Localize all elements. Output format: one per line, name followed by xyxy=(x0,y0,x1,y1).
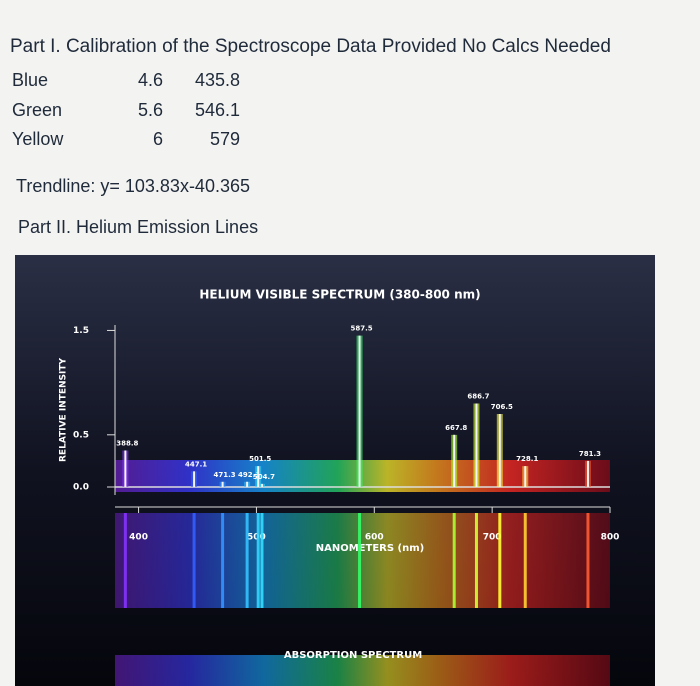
peak-label: 492.1 xyxy=(238,471,260,479)
peak-label: 501.5 xyxy=(249,455,271,463)
cell: 5.6 xyxy=(137,100,163,120)
y-tick-label: 1.5 xyxy=(73,326,89,336)
cell: Yellow xyxy=(12,129,64,149)
spectrum-figure: HELIUM VISIBLE SPECTRUM (380-800 nm) REL… xyxy=(15,255,655,686)
peak-label: 504.7 xyxy=(253,473,275,481)
bottom-label: ABSORPTION SPECTRUM xyxy=(284,650,422,661)
peak-label: 471.3 xyxy=(214,471,236,479)
absorption-band xyxy=(115,513,610,608)
peak-label: 686.7 xyxy=(467,393,489,401)
section-heading: Part II. Helium Emission Lines xyxy=(18,217,259,237)
x-tick-label: 400 xyxy=(129,533,148,543)
figure-title: HELIUM VISIBLE SPECTRUM (380-800 nm) xyxy=(199,288,480,302)
peak-label: 781.3 xyxy=(579,450,601,458)
cell: 579 xyxy=(209,129,240,149)
peak-label: 667.8 xyxy=(445,424,467,432)
peak-label: 706.5 xyxy=(491,403,513,411)
peak-label: 447.1 xyxy=(185,460,207,468)
x-tick-label: 500 xyxy=(247,533,266,543)
cell: Green xyxy=(12,100,63,120)
x-tick-label: 700 xyxy=(483,533,502,543)
x-tick-label: 800 xyxy=(601,533,620,543)
cell: Blue xyxy=(12,70,49,90)
title: Part I. Calibration of the Spectroscope … xyxy=(10,36,611,57)
y-axis-label: RELATIVE INTENSITY xyxy=(59,358,69,462)
x-axis-label: NANOMETERS (nm) xyxy=(316,543,424,554)
trendline: Trendline: y= 103.83x-40.365 xyxy=(16,176,250,196)
y-tick-label: 0.5 xyxy=(73,430,89,440)
cell: 4.6 xyxy=(137,70,163,90)
peak-label: 388.8 xyxy=(116,439,138,447)
cell: 6 xyxy=(152,129,163,149)
peak-label: 587.5 xyxy=(350,325,372,333)
cell: 435.8 xyxy=(194,70,240,90)
x-tick-label: 600 xyxy=(365,533,384,543)
cell: 546.1 xyxy=(194,100,240,120)
lower-band xyxy=(115,655,610,686)
y-tick-label: 0.0 xyxy=(73,483,89,493)
peak-label: 728.1 xyxy=(516,455,538,463)
